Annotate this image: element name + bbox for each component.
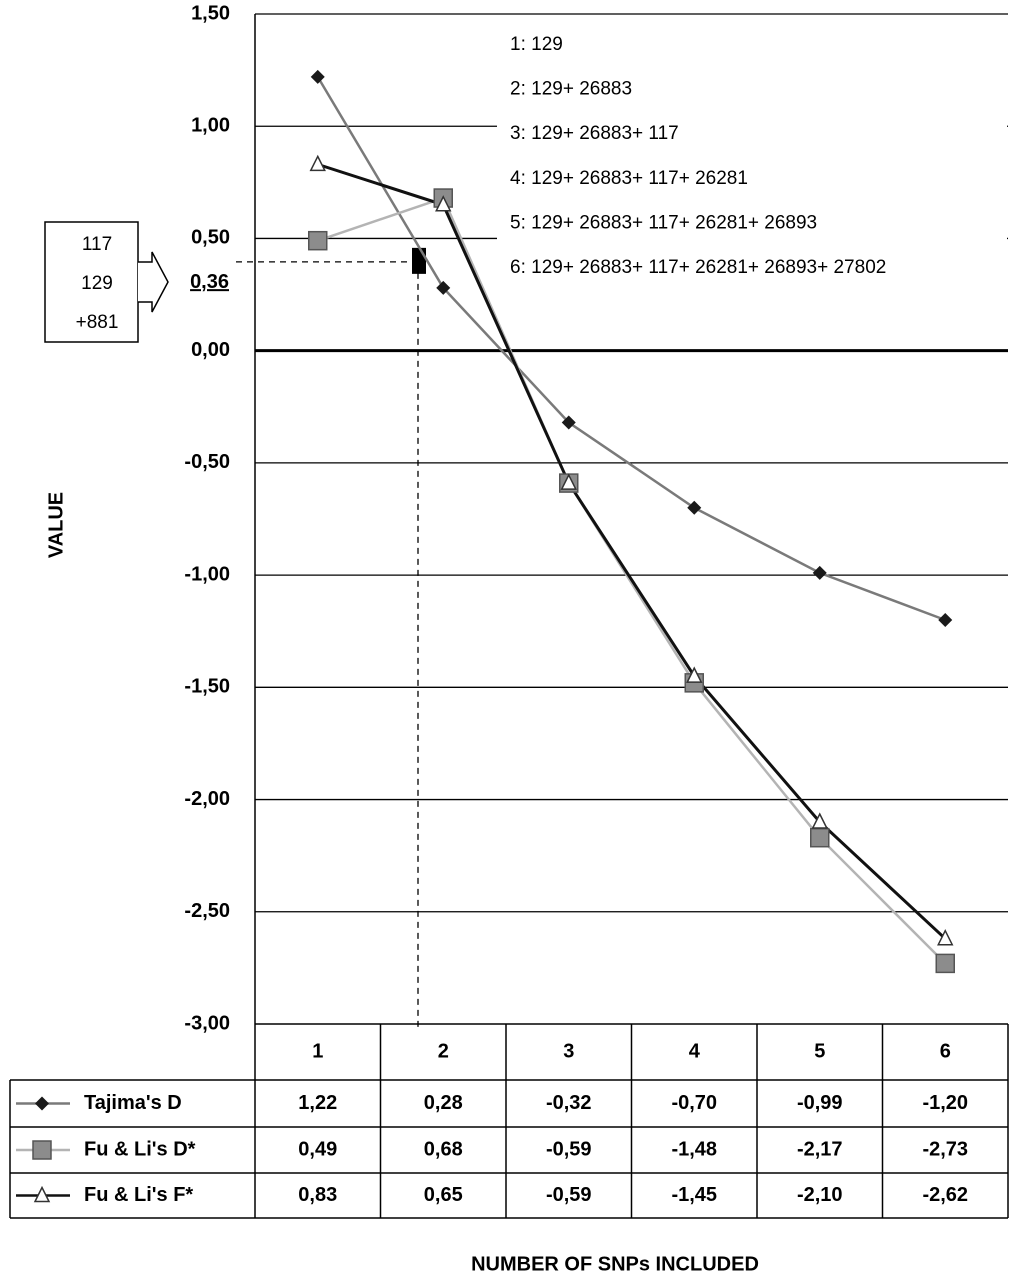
annotation-text: 117 xyxy=(82,234,112,255)
marker xyxy=(310,69,325,84)
marker xyxy=(938,613,953,627)
table-value: 1,22 xyxy=(298,1092,337,1114)
table-value: -0,59 xyxy=(546,1184,592,1206)
legend-marker xyxy=(33,1185,51,1203)
legend-label: Tajima's D xyxy=(84,1092,182,1114)
y-tick-label: 1,50 xyxy=(191,2,230,24)
series-line xyxy=(316,76,946,622)
annotation-box xyxy=(44,221,139,343)
snp-list-item: 1: 129 xyxy=(510,34,563,55)
annotation-arrow xyxy=(138,251,169,313)
legend-marker xyxy=(35,1096,49,1111)
series-line xyxy=(317,162,947,940)
table-value: 0,49 xyxy=(298,1138,337,1160)
snp-list-item: 3: 129+ 26883+ 117 xyxy=(510,123,679,144)
marker xyxy=(436,280,451,295)
marker xyxy=(560,473,577,490)
table-value: 0,28 xyxy=(424,1092,463,1114)
y-tick-label: -2,00 xyxy=(184,788,230,810)
x-axis-label: NUMBER OF SNPs INCLUDED xyxy=(471,1253,759,1275)
table-value: -2,10 xyxy=(797,1184,843,1206)
x-tick-label: 3 xyxy=(563,1040,574,1062)
legend-label: Fu & Li's F* xyxy=(84,1184,193,1206)
table-value: -0,32 xyxy=(546,1092,592,1114)
marker xyxy=(435,195,452,212)
x-tick-label: 5 xyxy=(814,1040,825,1062)
y-tick-label: -2,50 xyxy=(184,900,230,922)
marker xyxy=(561,415,576,430)
x-tick-label: 1 xyxy=(312,1040,323,1062)
y-tick-label: -0,50 xyxy=(184,451,230,473)
y-tick-label: -3,00 xyxy=(184,1012,230,1034)
snp-list-item: 2: 129+ 26883 xyxy=(510,79,632,100)
table-value: -0,70 xyxy=(671,1092,717,1114)
annotation-value: 0,36 xyxy=(190,271,229,293)
table-value: -2,62 xyxy=(922,1184,968,1206)
annotation-text: +881 xyxy=(76,312,119,333)
table-value: -2,17 xyxy=(797,1138,843,1160)
legend-label: Fu & Li's D* xyxy=(84,1138,196,1160)
x-tick-label: 2 xyxy=(438,1040,449,1062)
y-tick-label: 1,00 xyxy=(191,115,230,137)
legend-marker xyxy=(32,1140,52,1160)
table-value: 0,83 xyxy=(298,1184,337,1206)
marker xyxy=(937,929,954,946)
snp-list-item: 6: 129+ 26883+ 117+ 26281+ 26893+ 27802 xyxy=(510,257,886,278)
table-value: -1,48 xyxy=(671,1138,717,1160)
marker xyxy=(812,565,827,580)
series-line xyxy=(317,196,947,965)
x-tick-label: 4 xyxy=(689,1040,701,1062)
annotation-bar xyxy=(412,247,426,274)
marker xyxy=(686,666,703,683)
y-axis-label: VALUE xyxy=(45,492,67,558)
table-value: -0,59 xyxy=(546,1138,592,1160)
x-tick-label: 6 xyxy=(940,1040,951,1062)
table-value: 0,68 xyxy=(424,1138,463,1160)
y-tick-label: -1,00 xyxy=(184,563,230,585)
annotation-text: 129 xyxy=(81,273,113,294)
y-tick-label: 0,50 xyxy=(191,227,230,249)
table-value: -2,73 xyxy=(922,1138,968,1160)
marker xyxy=(309,154,326,172)
snp-list-item: 5: 129+ 26883+ 117+ 26281+ 26893 xyxy=(510,212,817,233)
y-tick-label: 0,00 xyxy=(191,339,230,361)
list-background xyxy=(497,26,1007,288)
table-value: -1,20 xyxy=(922,1092,968,1114)
marker xyxy=(687,500,702,515)
marker xyxy=(811,812,828,829)
table-value: 0,65 xyxy=(424,1184,463,1206)
marker xyxy=(308,230,328,251)
y-tick-label: -1,50 xyxy=(184,676,230,698)
table-value: -0,99 xyxy=(797,1092,843,1114)
snp-list-item: 4: 129+ 26883+ 117+ 26281 xyxy=(510,168,748,189)
marker xyxy=(810,827,830,848)
table-value: -1,45 xyxy=(671,1184,717,1206)
marker xyxy=(935,953,955,974)
